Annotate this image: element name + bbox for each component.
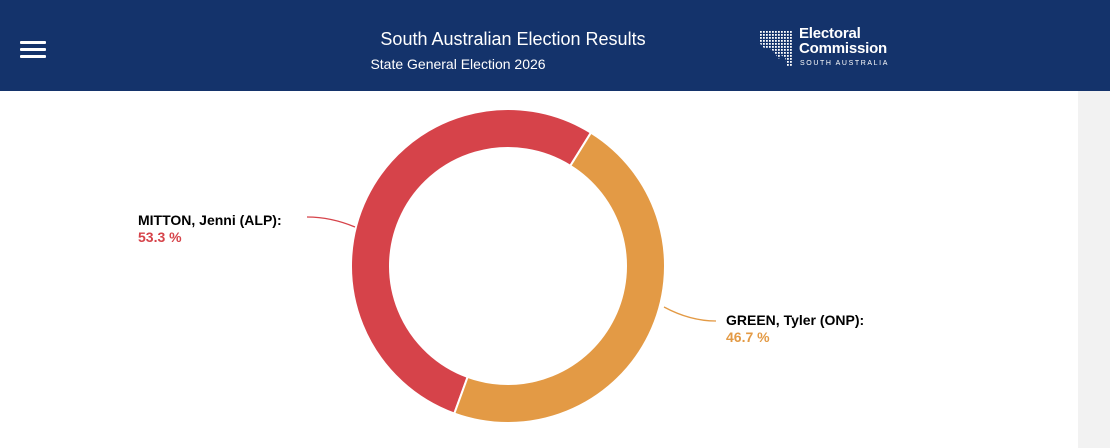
candidate-percent-alp: 53.3 % [138, 229, 182, 245]
candidate-name-alp: MITTON, Jenni (ALP): [138, 212, 282, 228]
menu-bar [20, 55, 46, 58]
electoral-commission-logo[interactable]: Electoral Commission SOUTH AUSTRALIA [757, 26, 907, 72]
donut-slice-onp[interactable] [453, 131, 666, 424]
menu-bar [20, 41, 46, 44]
app-header: South Australian Election Results State … [0, 0, 1110, 91]
donut-slice-alp[interactable] [350, 108, 593, 415]
leader-line-alp [306, 216, 356, 228]
slice-label-onp: GREEN, Tyler (ONP): 46.7 % [726, 312, 864, 346]
candidate-percent-onp: 46.7 % [726, 329, 770, 345]
candidate-name-onp: GREEN, Tyler (ONP): [726, 312, 865, 328]
logo-text-electoral: Electoral [799, 25, 861, 42]
logo-text-south-australia: SOUTH AUSTRALIA [800, 60, 889, 67]
hamburger-menu-icon[interactable] [20, 38, 47, 62]
leader-line-onp [663, 306, 717, 322]
scrollbar-track[interactable] [1078, 91, 1110, 448]
slice-label-alp: MITTON, Jenni (ALP): 53.3 % [138, 212, 282, 246]
logo-text-commission: Commission [799, 40, 888, 57]
donut-chart-svg [306, 108, 717, 424]
page-title: South Australian Election Results [380, 29, 646, 49]
menu-bar [20, 48, 46, 51]
page-subtitle: State General Election 2026 [370, 56, 546, 72]
results-chart: MITTON, Jenni (ALP): 53.3 % GREEN, Tyler… [0, 91, 1078, 448]
south-australia-map-icon [759, 30, 793, 66]
